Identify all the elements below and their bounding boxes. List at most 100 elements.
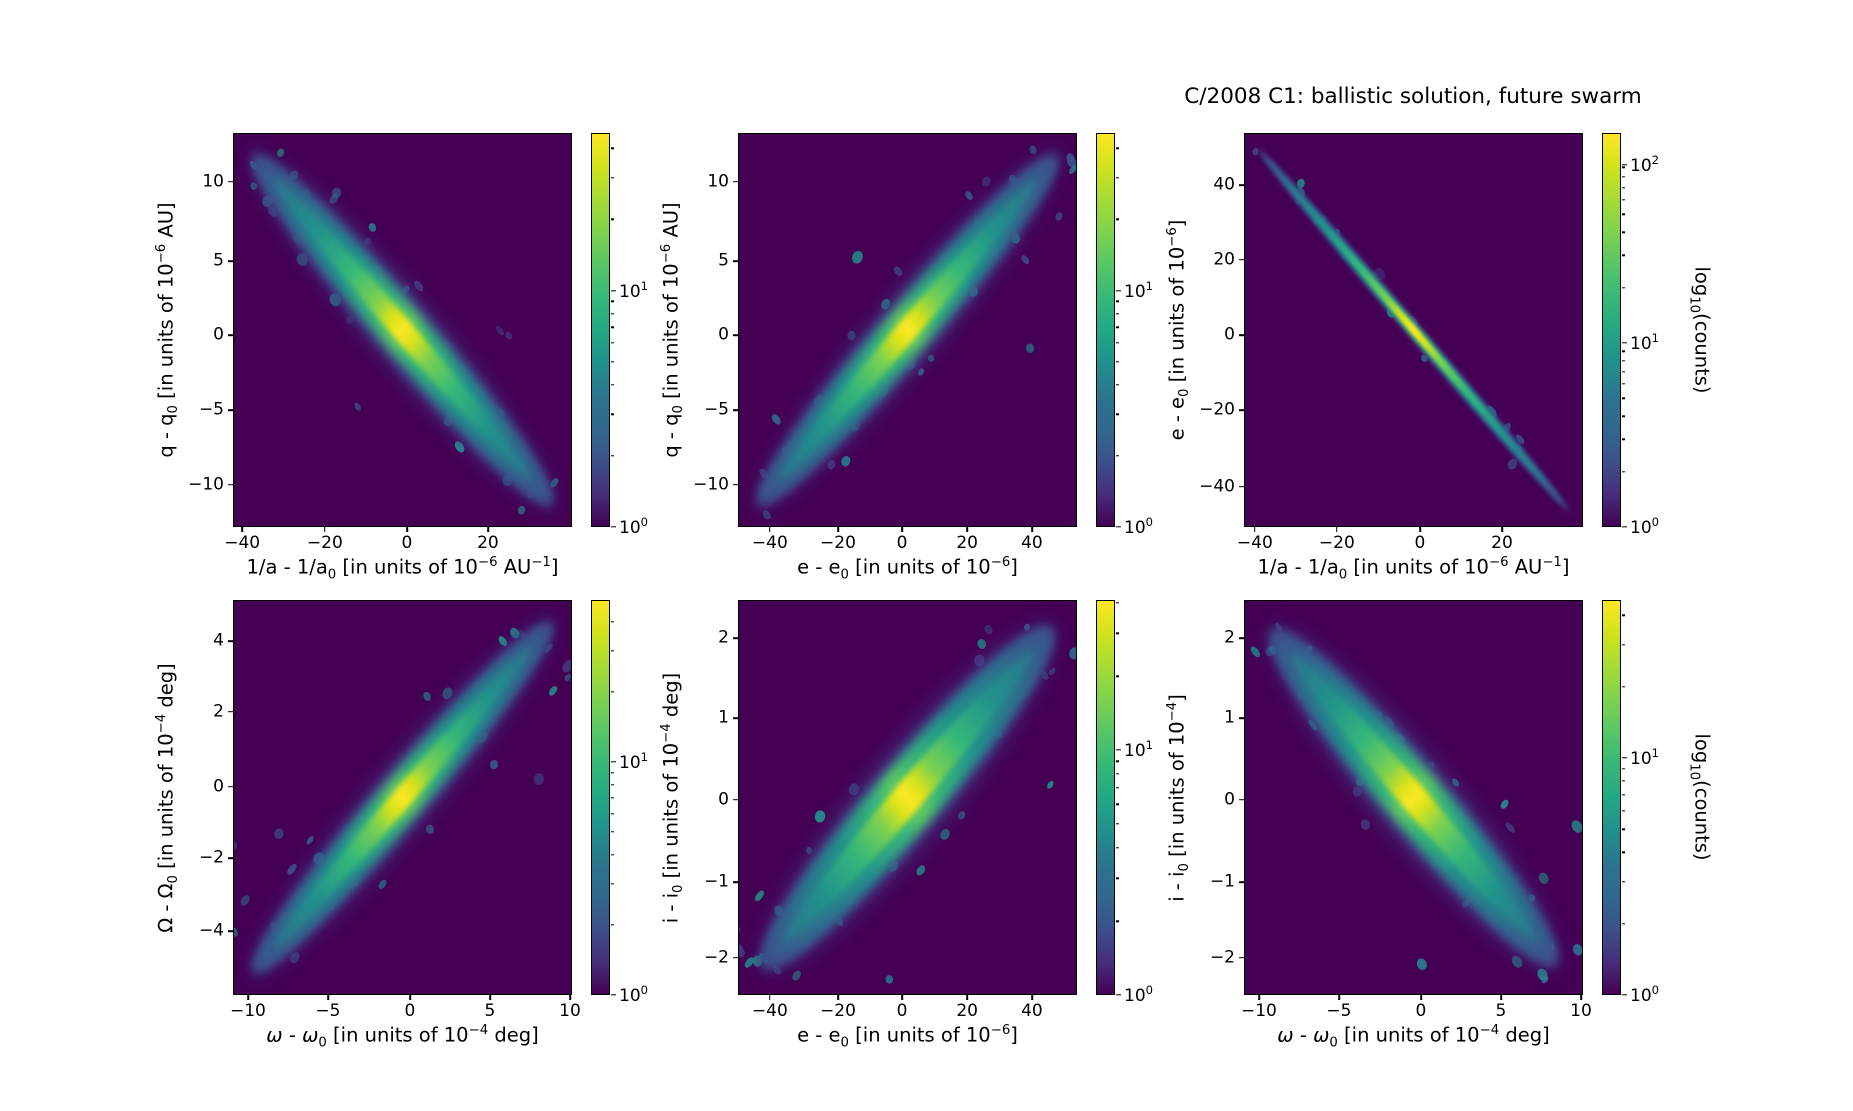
tick-label: 0 [1415,1001,1427,1021]
colorbar-tick-label: 100 [1630,983,1659,1006]
x-axis-label: ω - ω0 [in units of 10−4 deg] [266,1023,539,1051]
tick-mark [733,717,738,719]
colorbar-minor-tick [1116,601,1119,604]
tick-mark [327,995,329,1000]
colorbar-minor-tick [1116,920,1119,922]
colorbar-minor-tick [1622,809,1625,812]
colorbar-gradient [1096,600,1115,995]
tick-label: −10 [1240,1001,1277,1021]
tick-label: −5 [1326,1001,1352,1021]
colorbar-tick-mark [1622,526,1627,528]
plot-area [233,600,572,995]
colorbar-minor-tick [611,300,614,303]
tick-mark [228,640,233,642]
tick-mark [1239,717,1244,719]
tick-label: −40 [224,533,261,553]
colorbar-tick-label: 100 [1124,983,1153,1006]
tick-mark [1338,995,1340,1000]
y-axis-label: q - q0 [in units of 10−6 AU] [153,202,182,458]
tick-label: −20 [1318,533,1355,553]
colorbar-minor-tick [1116,846,1119,849]
tick-mark [1501,527,1503,532]
colorbar-tick-label: 102 [1630,153,1659,176]
tick-label: 5 [213,250,224,271]
tick-label: 0 [718,324,729,345]
plot-area [738,600,1077,995]
tick-label: 0 [213,324,224,345]
tick-mark [228,930,233,932]
tick-mark [837,527,839,532]
tick-mark [1239,409,1244,411]
colorbar-gradient [1096,133,1115,527]
colorbar-tick-label: 101 [1630,331,1659,354]
tick-label: −5 [315,1001,341,1021]
colorbar-minor-tick [1116,760,1119,762]
tick-label: 2 [213,701,224,722]
colorbar-minor-tick [1116,300,1119,303]
colorbar-tick-label: 100 [1630,515,1659,538]
tick-label: −2 [703,947,729,968]
colorbar-minor-tick [1116,787,1119,789]
colorbar-tick-label: 100 [1124,515,1153,538]
tick-mark [1336,527,1338,532]
tick-label: −20 [820,533,856,553]
tick-mark [769,995,771,1000]
tick-label: −20 [306,533,343,553]
tick-mark [901,527,903,532]
colorbar-minor-tick [1116,675,1119,678]
figure-title: C/2008 C1: ballistic solution, future sw… [1184,84,1642,109]
colorbar-gradient [1602,133,1621,527]
colorbar-tick-mark [611,526,616,528]
colorbar-minor-tick [611,831,614,833]
tick-label: 20 [477,533,499,553]
colorbar-minor-tick [611,342,614,344]
colorbar-minor-tick [1116,413,1119,415]
tick-label: −40 [751,533,788,553]
tick-mark [733,334,738,336]
x-axis-label: 1/a - 1/a0 [in units of 10−6 AU−1] [1257,555,1570,583]
tick-mark [241,527,243,532]
tick-mark [769,527,771,532]
tick-mark [228,334,233,336]
colorbar-minor-tick [611,783,614,786]
colorbar-tick-mark [1116,526,1121,528]
tick-label: 40 [1021,533,1043,553]
tick-label: 10 [1570,1001,1592,1021]
colorbar: 101 100 [1602,600,1659,1004]
tick-mark [1239,486,1244,488]
colorbar-minor-tick [1622,254,1625,256]
colorbar-minor-tick [1622,794,1625,796]
tick-label: −20 [820,1001,856,1021]
hexbin-density-band [1245,134,1582,526]
tick-mark [1239,184,1244,186]
tick-mark [1580,995,1582,1000]
colorbar-minor-tick [611,924,614,926]
tick-mark [837,995,839,1000]
colorbar: 101 100 [1096,600,1153,1004]
colorbar-tick-mark [1622,164,1627,166]
tick-label: 1 [718,707,729,728]
tick-mark [1254,527,1256,532]
tick-mark [733,799,738,801]
colorbar-tick-mark [611,289,616,292]
tick-mark [1239,637,1244,639]
colorbar-minor-tick [1116,177,1119,179]
colorbar-minor-tick [1116,803,1119,806]
tick-mark [409,995,411,1000]
tick-label: 40 [1021,1001,1043,1021]
colorbar-gradient [591,600,610,995]
tick-mark [1420,995,1422,1000]
tick-label: 1 [1224,707,1235,728]
colorbar-minor-tick [611,312,614,315]
tick-mark [1031,995,1033,1000]
tick-mark [1239,799,1244,801]
tick-mark [901,995,903,1000]
tick-mark [569,995,571,1000]
tick-label: −2 [1209,947,1235,968]
colorbar-tick-label: 101 [1124,738,1153,761]
tick-label: −40 [1236,533,1273,553]
colorbar-tick-mark [611,761,616,763]
tick-label: 5 [484,1001,496,1021]
colorbar-minor-tick [1116,773,1119,775]
colorbar-tick-label: 101 [619,750,648,773]
